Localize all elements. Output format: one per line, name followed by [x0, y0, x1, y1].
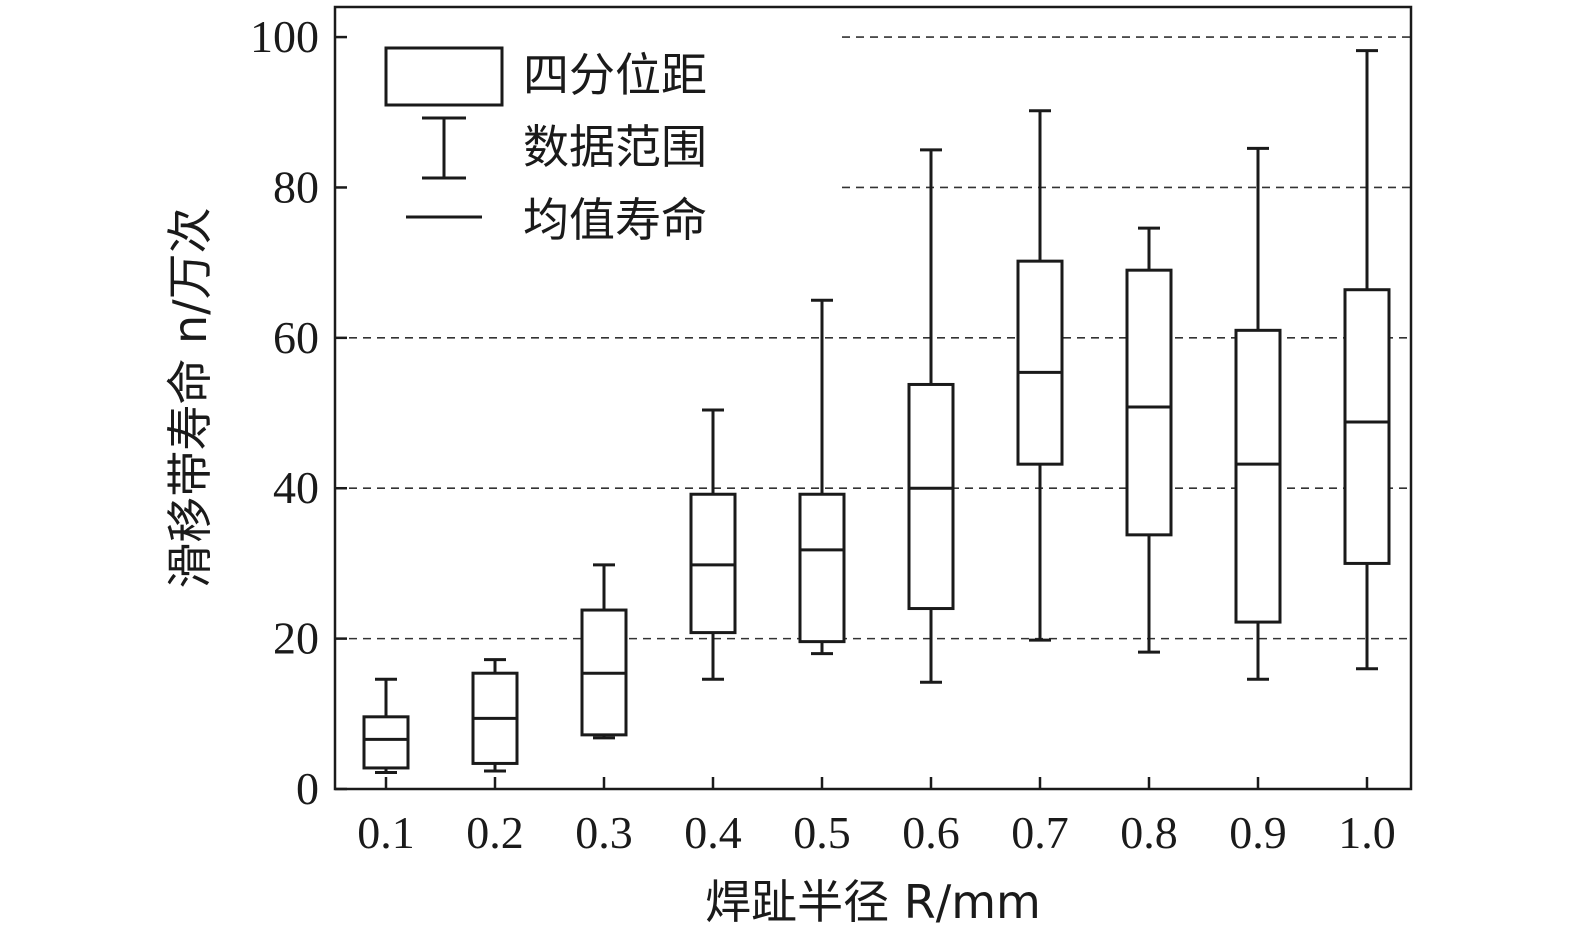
x-axis-title: 焊趾半径 R/mm — [705, 875, 1041, 929]
x-tick-label: 0.9 — [1229, 807, 1287, 858]
box-0.7 — [1016, 109, 1064, 642]
iqr-box — [1234, 328, 1282, 624]
x-tick-label: 1.0 — [1338, 807, 1396, 858]
y-tick-label: 20 — [273, 613, 319, 664]
box-0.1 — [362, 677, 410, 774]
x-tick-label: 0.7 — [1011, 807, 1069, 858]
gridlines — [335, 36, 1411, 640]
y-axis: 0 20 40 60 80 100 — [250, 11, 347, 814]
box-0.9 — [1234, 146, 1282, 681]
box-0.8 — [1125, 226, 1173, 654]
legend-label-range: 数据范围 — [523, 120, 707, 174]
x-tick-label: 0.8 — [1120, 807, 1178, 858]
y-tick-label: 0 — [296, 763, 319, 814]
x-tick-label: 0.3 — [575, 807, 633, 858]
box-0.3 — [580, 563, 628, 740]
box-0.2 — [471, 658, 519, 773]
x-tick-label: 0.4 — [684, 807, 742, 858]
plot-frame — [333, 5, 1413, 791]
iqr-box — [798, 492, 846, 644]
iqr-box — [1016, 259, 1064, 466]
legend: 四分位距 数据范围 均值寿命 — [384, 46, 707, 247]
y-tick-label: 40 — [273, 462, 319, 513]
y-tick-label: 100 — [250, 11, 319, 62]
y-tick-label: 80 — [273, 161, 319, 212]
iqr-box — [907, 382, 955, 611]
legend-box-symbol — [384, 46, 504, 107]
legend-label-mean: 均值寿命 — [523, 193, 707, 247]
x-tick-label: 0.6 — [902, 807, 960, 858]
box-0.5 — [798, 298, 846, 656]
legend-label-iqr: 四分位距 — [523, 48, 707, 102]
box-series — [362, 49, 1391, 774]
x-tick-label: 0.1 — [357, 807, 415, 858]
box-0.4 — [689, 408, 737, 681]
iqr-box — [689, 492, 737, 635]
box-1.0 — [1343, 49, 1391, 671]
iqr-box — [1343, 288, 1391, 565]
x-tick-label: 0.5 — [793, 807, 851, 858]
y-tick-label: 60 — [273, 312, 319, 363]
x-tick-label: 0.2 — [466, 807, 524, 858]
y-axis-title: 滑移带寿命 n/万次 — [163, 207, 217, 588]
box-0.6 — [907, 148, 955, 684]
iqr-box — [1125, 268, 1173, 537]
iqr-box — [362, 715, 410, 770]
x-axis: 0.1 0.2 0.3 0.4 0.5 0.6 0.7 0.8 0.9 1.0 — [357, 777, 1396, 858]
